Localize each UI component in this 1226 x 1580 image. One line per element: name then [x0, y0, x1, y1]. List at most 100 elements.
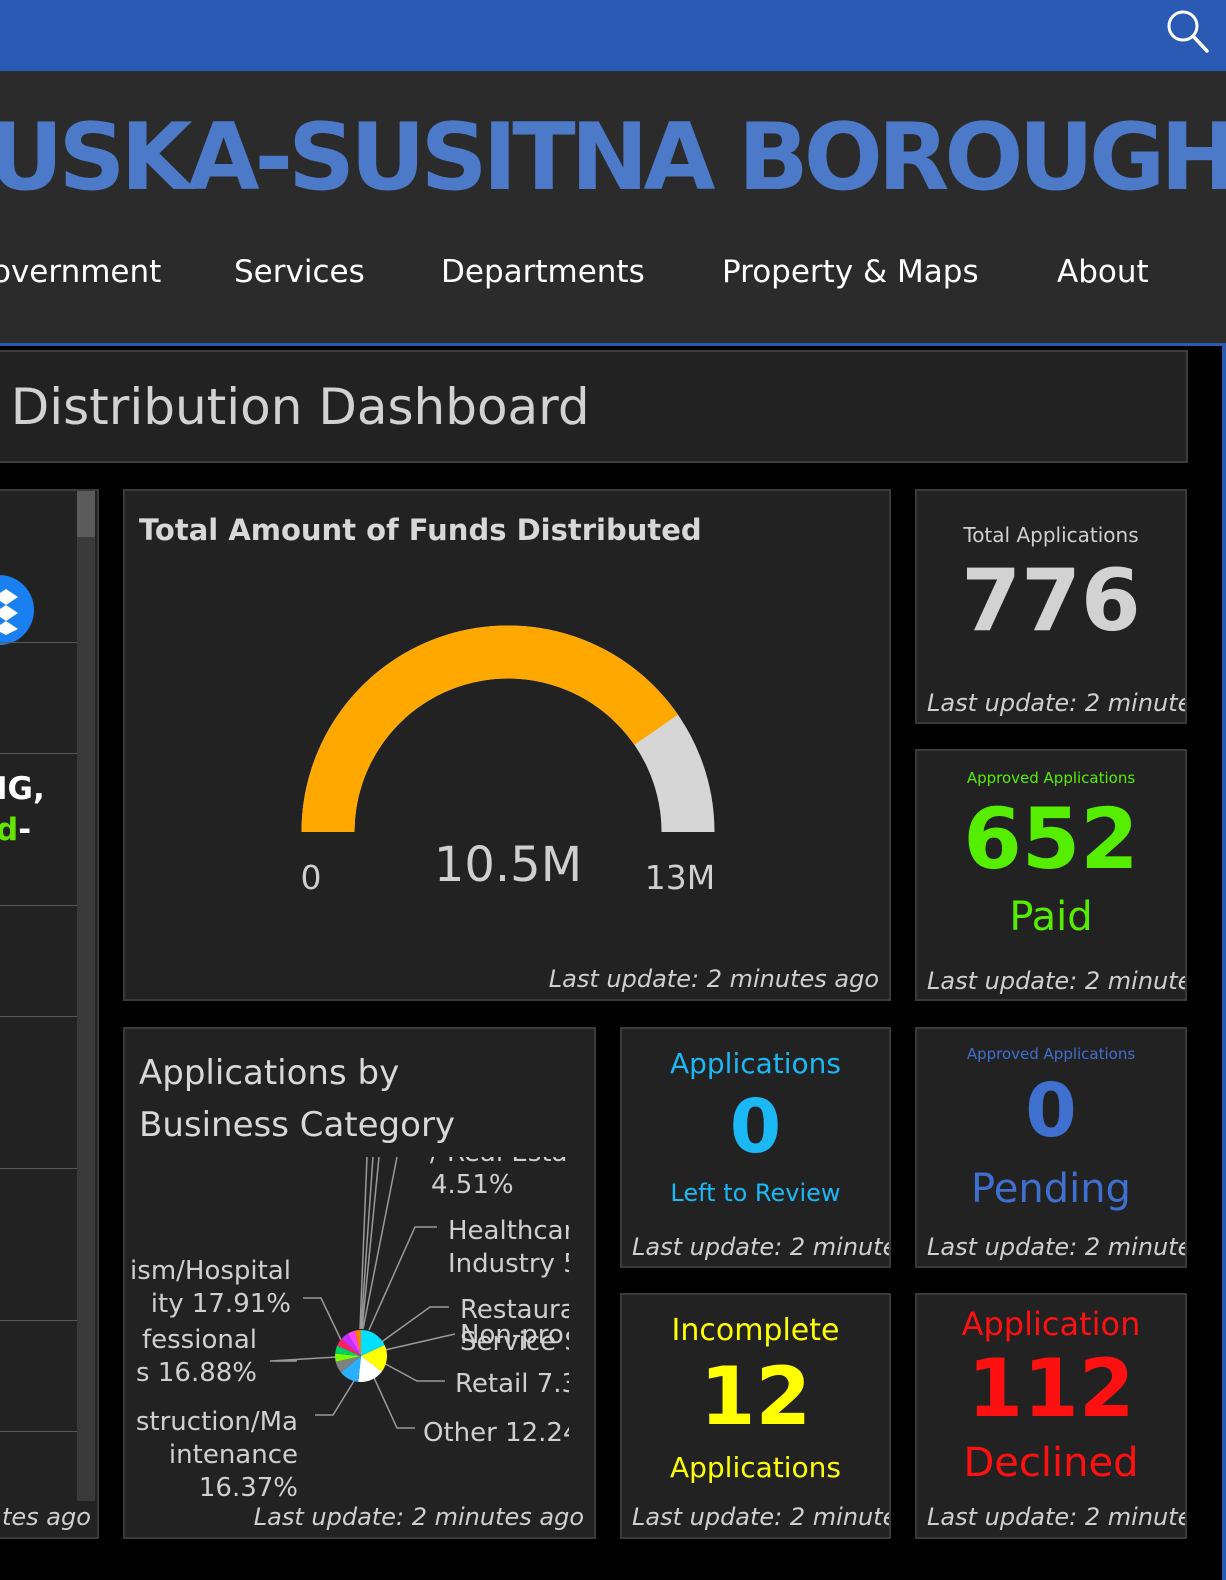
site-brand[interactable]: USKA-SUSITNA BOROUGH — [0, 103, 1226, 211]
gauge-value-label: 10.5M — [434, 837, 582, 893]
list-last-update: tes ago — [2, 1503, 91, 1531]
nav-services[interactable]: Services — [234, 254, 365, 290]
nav-about[interactable]: About — [1057, 254, 1149, 290]
main-nav: overnment Services Departments Property … — [0, 247, 1226, 297]
list-divider — [0, 905, 77, 906]
pie-chart: / Real Estate 4.51% Healthcar Industry 5… — [130, 1157, 594, 1503]
leader-line — [379, 1360, 445, 1382]
pie-label-service: Service S — [460, 1327, 581, 1357]
dashboard-title: : Distribution Dashboard — [0, 378, 590, 436]
pie-slice-non-profit[interactable] — [335, 1345, 361, 1356]
approved-pending-status: Pending — [971, 1166, 1131, 1212]
pie-label-health-2: Industry 5 — [448, 1249, 580, 1279]
leader-line — [359, 1157, 368, 1330]
pie-label-retail: Retail 7.3 — [455, 1369, 578, 1399]
pie-label-health-1: Healthcar — [448, 1216, 575, 1246]
approved-pending-label: Approved Applications — [966, 1045, 1136, 1063]
leader-line — [369, 1368, 415, 1429]
total-applications-card: Total Applications 776 Last update: 2 mi… — [915, 489, 1187, 724]
left-to-review-status: Left to Review — [670, 1179, 841, 1207]
declined-card: Application 112 Declined Last update: 2 … — [915, 1293, 1187, 1539]
leader-line — [368, 1226, 437, 1331]
gauge-value-arc — [301, 625, 678, 833]
pie-label-nonprofit: Non-pro — [460, 1320, 564, 1350]
pie-slice-real-estate[interactable] — [347, 1330, 361, 1356]
declined-label: Application — [961, 1305, 1141, 1343]
total-applications-value: 776 — [961, 551, 1141, 651]
pie-slice-construction-maintenance[interactable] — [358, 1356, 382, 1382]
approved-paid-card: Approved Applications 652 Paid Last upda… — [915, 749, 1187, 1001]
pie-label-professional-1: fessional — [142, 1325, 257, 1355]
approved-pending-update: Last update: 2 minute. — [927, 1233, 1187, 1261]
left-to-review-value: 0 — [729, 1084, 782, 1170]
list-divider — [0, 642, 77, 643]
incomplete-update: Last update: 2 minute. — [632, 1503, 891, 1531]
list-scrollbar-thumb[interactable] — [77, 491, 95, 537]
list-item-colored-fragment: d — [0, 812, 18, 848]
total-applications-label: Total Applications — [963, 523, 1139, 547]
dashboard-header: : Distribution Dashboard — [0, 350, 1188, 463]
approved-pending-value: 0 — [1025, 1068, 1077, 1154]
list-divider — [0, 1320, 77, 1321]
leader-line — [360, 1157, 374, 1330]
incomplete-card: Incomplete 12 Applications Last update: … — [620, 1293, 891, 1539]
leader-line — [315, 1380, 355, 1416]
list-item-dash: - — [18, 812, 32, 848]
total-applications-update: Last update: 2 minute. — [927, 689, 1187, 717]
search-icon — [1167, 10, 1209, 53]
leader-line — [362, 1157, 398, 1330]
dropbox-icon[interactable] — [0, 575, 34, 645]
gauge-title: Total Amount of Funds Distributed — [139, 513, 702, 547]
pie-title-line2: Business Category — [139, 1105, 456, 1145]
pie-last-update: Last update: 2 minutes ago — [253, 1503, 584, 1531]
left-list-panel: IG, d- tes ago — [0, 489, 99, 1539]
declined-update: Last update: 2 minute. — [927, 1503, 1187, 1531]
list-scrollbar[interactable] — [77, 491, 95, 1501]
pie-slice-retail[interactable] — [335, 1356, 361, 1373]
gauge-last-update: Last update: 2 minutes ago — [548, 965, 879, 993]
pie-slice-restaurant[interactable] — [337, 1338, 361, 1356]
left-to-review-label: Applications — [669, 1047, 842, 1080]
list-item-text: IG, — [0, 771, 45, 807]
approved-paid-update: Last update: 2 minute. — [927, 967, 1187, 995]
left-to-review-card: Applications 0 Left to Review Last updat… — [620, 1027, 891, 1268]
pie-label-construction-2: intenance — [169, 1440, 298, 1470]
pie-slice-other-categories[interactable] — [354, 1330, 361, 1356]
list-divider — [0, 753, 77, 754]
incomplete-status: Applications — [669, 1451, 842, 1484]
pie-slice-healthcare-industry[interactable] — [341, 1333, 361, 1356]
pie-label-hospitality-1: ism/Hospital — [130, 1256, 291, 1286]
business-category-panel: Applications by Business Category — [123, 1027, 596, 1539]
leader-line — [384, 1333, 456, 1351]
approved-paid-value: 652 — [963, 790, 1139, 888]
search-button[interactable] — [1164, 6, 1212, 54]
top-bar — [0, 0, 1226, 71]
nav-property-maps[interactable]: Property & Maps — [722, 254, 979, 290]
nav-government[interactable]: overnment — [0, 254, 162, 290]
funds-gauge-panel: Total Amount of Funds Distributed 10.5M … — [123, 489, 891, 1001]
approved-pending-card: Approved Applications 0 Pending Last upd… — [915, 1027, 1187, 1268]
pie-slice-service[interactable] — [335, 1353, 361, 1362]
pie-slice-professional-services[interactable] — [361, 1345, 387, 1372]
incomplete-value: 12 — [699, 1350, 812, 1443]
gauge-min-label: 0 — [301, 858, 322, 897]
left-to-review-update: Last update: 2 minute. — [632, 1233, 891, 1261]
pie-label-hospitality-2: ity 17.91% — [151, 1289, 291, 1319]
leader-line — [361, 1157, 380, 1330]
incomplete-label: Incomplete — [671, 1313, 840, 1348]
pie-slice-tourism-hospitality[interactable] — [361, 1330, 385, 1356]
pie-label-construction-3: 16.37% — [199, 1473, 298, 1503]
leader-line — [379, 1306, 449, 1344]
nav-departments[interactable]: Departments — [441, 254, 645, 290]
pie-label-other: Other 12.24 — [423, 1418, 580, 1448]
approved-paid-label: Approved Applications — [966, 769, 1136, 787]
declined-status: Declined — [963, 1440, 1139, 1486]
pie-slice-other[interactable] — [340, 1356, 361, 1382]
leader-line — [269, 1356, 338, 1362]
list-divider — [0, 1016, 77, 1017]
list-divider — [0, 1431, 77, 1432]
pie-label-realestate-top: / Real Estate — [430, 1157, 594, 1168]
pie-label-professional-2: s 16.88% — [136, 1358, 257, 1388]
approved-paid-status: Paid — [1009, 894, 1093, 940]
site-header: USKA-SUSITNA BOROUGH overnment Services … — [0, 71, 1226, 346]
